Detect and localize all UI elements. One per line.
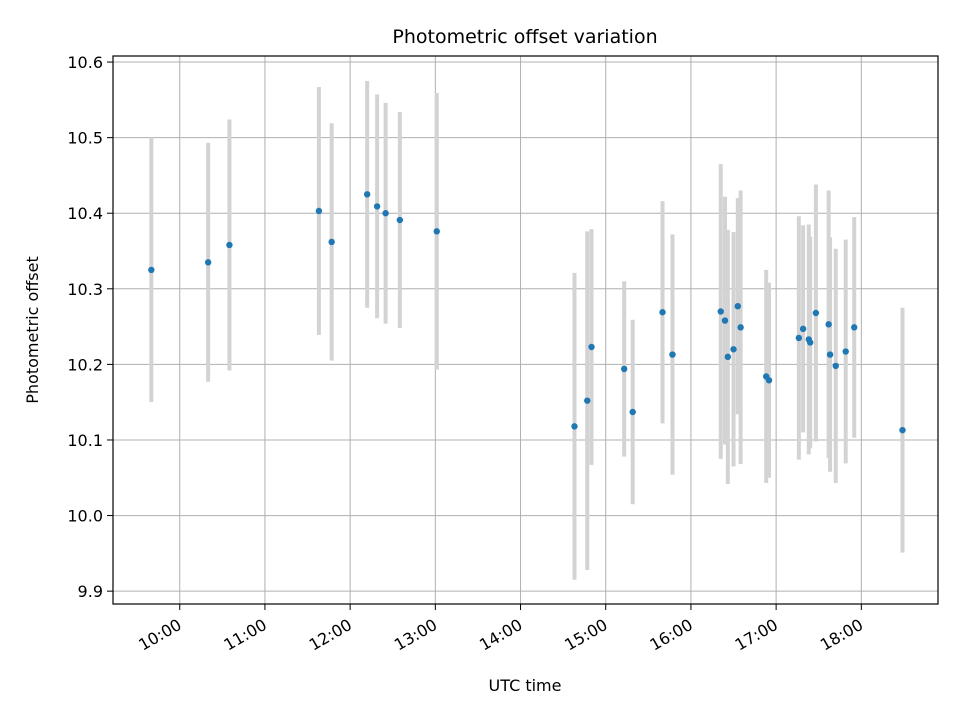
data-point [807, 339, 814, 346]
x-tick-label: 13:00 [391, 615, 440, 655]
data-point [724, 353, 732, 361]
y-tick-label: 10.4 [67, 204, 103, 223]
data-point [373, 203, 381, 210]
data-point [842, 348, 849, 355]
data-point [899, 426, 906, 434]
data-point [584, 397, 591, 404]
data-point [730, 346, 737, 353]
x-tick-label: 12:00 [306, 615, 355, 655]
data-point [204, 259, 212, 266]
y-tick-label: 10.5 [67, 129, 103, 148]
data-point [765, 377, 773, 384]
data-point [659, 309, 666, 316]
data-point [382, 210, 389, 217]
data-point [363, 191, 371, 198]
data-point [669, 351, 676, 358]
data-point [396, 216, 404, 224]
data-point [812, 309, 820, 317]
y-tick-label: 10.0 [67, 507, 103, 526]
y-tick-label: 10.1 [67, 431, 103, 450]
y-axis: 9.9 10.0 10.1 10.2 10.3 10.4 10.5 10.6 [67, 53, 113, 601]
x-tick-label: 11:00 [221, 615, 270, 655]
data-point [825, 321, 832, 328]
x-tick-label: 17:00 [732, 615, 781, 655]
data-point [734, 302, 741, 310]
x-tick-label: 18:00 [817, 615, 866, 655]
x-axis: 10:00 11:00 12:00 13:00 14:00 15:00 16:00 17:00… [135, 604, 866, 655]
data-points [148, 191, 906, 434]
data-point [226, 241, 233, 249]
y-tick-label: 9.9 [78, 582, 103, 601]
data-point [315, 207, 323, 215]
data-point [795, 334, 803, 342]
data-point [832, 362, 839, 370]
data-point [629, 408, 636, 416]
x-tick-label: 15:00 [561, 615, 610, 655]
data-point [721, 317, 729, 324]
data-point [588, 343, 595, 351]
x-axis-label: UTC time [489, 676, 562, 695]
data-point [620, 365, 628, 373]
plot-frame [112, 55, 939, 605]
data-point [826, 351, 834, 358]
x-tick-label: 10:00 [135, 615, 184, 655]
y-tick-label: 10.2 [67, 355, 103, 374]
y-axis-label: Photometric offset [23, 256, 42, 404]
chart-title: Photometric offset variation [392, 26, 657, 48]
data-point [433, 228, 440, 235]
data-point [328, 238, 335, 246]
y-tick-label: 10.3 [67, 280, 103, 299]
y-tick-label: 10.6 [67, 53, 103, 72]
data-point [148, 266, 155, 274]
x-tick-label: 16:00 [646, 615, 695, 655]
x-tick-label: 14:00 [476, 615, 525, 655]
data-point [571, 423, 578, 430]
error-bars [149, 80, 905, 580]
data-point [717, 308, 724, 315]
data-point [799, 325, 807, 333]
data-point [851, 324, 858, 331]
data-point [737, 324, 744, 331]
